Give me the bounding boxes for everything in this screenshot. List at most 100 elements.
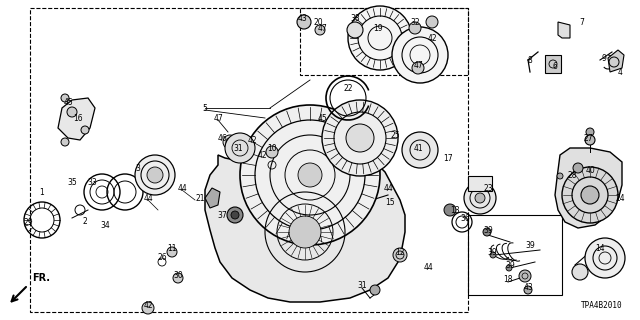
Text: 16: 16 xyxy=(73,114,83,123)
Circle shape xyxy=(573,163,583,173)
Polygon shape xyxy=(205,145,405,302)
Text: 2: 2 xyxy=(83,217,88,226)
Text: 40: 40 xyxy=(585,165,595,174)
Circle shape xyxy=(370,285,380,295)
Circle shape xyxy=(402,132,438,168)
Text: 28: 28 xyxy=(567,171,577,180)
Circle shape xyxy=(557,173,563,179)
Text: 33: 33 xyxy=(87,178,97,187)
Circle shape xyxy=(572,264,588,280)
Text: 26: 26 xyxy=(157,253,167,262)
Circle shape xyxy=(167,247,177,257)
Text: 45: 45 xyxy=(63,98,73,107)
Text: 14: 14 xyxy=(595,244,605,252)
Circle shape xyxy=(393,248,407,262)
Polygon shape xyxy=(555,148,622,228)
Text: 32: 32 xyxy=(410,18,420,27)
Text: 43: 43 xyxy=(297,13,307,22)
Text: 46: 46 xyxy=(217,133,227,142)
Text: 45: 45 xyxy=(317,114,327,123)
Text: 44: 44 xyxy=(177,183,187,193)
Text: 42: 42 xyxy=(427,34,437,43)
Text: 39: 39 xyxy=(525,241,535,250)
Text: 15: 15 xyxy=(385,197,395,206)
Circle shape xyxy=(227,207,243,223)
Circle shape xyxy=(142,302,154,314)
Text: 19: 19 xyxy=(373,23,383,33)
Text: 42: 42 xyxy=(247,135,257,145)
Polygon shape xyxy=(205,188,220,208)
Circle shape xyxy=(483,228,491,236)
Text: 22: 22 xyxy=(343,84,353,92)
Text: 21: 21 xyxy=(195,194,205,203)
Text: 5: 5 xyxy=(203,103,207,113)
Circle shape xyxy=(346,124,374,152)
Circle shape xyxy=(225,133,255,163)
Text: 31: 31 xyxy=(233,143,243,153)
Polygon shape xyxy=(608,50,624,72)
Circle shape xyxy=(240,105,380,245)
Circle shape xyxy=(61,138,69,146)
Text: 1: 1 xyxy=(40,188,44,196)
Text: 18: 18 xyxy=(503,276,513,284)
Text: 10: 10 xyxy=(267,143,277,153)
Circle shape xyxy=(412,62,424,74)
Text: 37: 37 xyxy=(217,211,227,220)
Text: 47: 47 xyxy=(213,114,223,123)
Text: 43: 43 xyxy=(523,284,533,292)
Circle shape xyxy=(135,155,175,195)
Circle shape xyxy=(298,163,322,187)
Circle shape xyxy=(506,265,512,271)
Text: 12: 12 xyxy=(396,247,404,257)
Circle shape xyxy=(581,186,599,204)
Text: 42: 42 xyxy=(257,150,267,159)
Circle shape xyxy=(586,128,594,136)
Text: 13: 13 xyxy=(450,205,460,214)
Text: 42: 42 xyxy=(143,300,153,309)
Text: 44: 44 xyxy=(383,183,393,193)
Text: 25: 25 xyxy=(390,131,400,140)
Text: 17: 17 xyxy=(443,154,453,163)
Circle shape xyxy=(348,6,412,70)
Text: 3: 3 xyxy=(136,164,140,172)
Text: 8: 8 xyxy=(527,55,532,65)
Circle shape xyxy=(519,270,531,282)
Text: 39: 39 xyxy=(483,226,493,235)
Bar xyxy=(30,8,468,312)
Text: 20: 20 xyxy=(313,18,323,27)
Text: 41: 41 xyxy=(413,143,423,153)
Text: 11: 11 xyxy=(167,244,177,252)
Bar xyxy=(545,55,561,73)
Circle shape xyxy=(524,286,532,294)
Circle shape xyxy=(315,25,325,35)
Text: 4: 4 xyxy=(618,68,623,76)
Text: 31: 31 xyxy=(357,281,367,290)
Text: 24: 24 xyxy=(615,194,625,203)
Text: 39: 39 xyxy=(505,260,515,269)
Text: 47: 47 xyxy=(317,23,327,33)
Text: 38: 38 xyxy=(350,13,360,22)
Polygon shape xyxy=(58,98,95,140)
Bar xyxy=(300,8,468,75)
Text: FR.: FR. xyxy=(32,273,50,283)
Text: 39: 39 xyxy=(487,247,497,257)
Text: 34: 34 xyxy=(100,220,110,229)
Text: 36: 36 xyxy=(460,213,470,222)
Circle shape xyxy=(67,107,77,117)
Circle shape xyxy=(426,16,438,28)
Circle shape xyxy=(562,167,618,223)
Circle shape xyxy=(61,94,69,102)
Bar xyxy=(468,176,492,191)
Circle shape xyxy=(490,252,496,258)
Polygon shape xyxy=(558,22,570,38)
Text: 6: 6 xyxy=(552,61,557,70)
Text: 44: 44 xyxy=(423,263,433,273)
Text: 9: 9 xyxy=(602,53,607,62)
Text: 27: 27 xyxy=(583,133,593,142)
Circle shape xyxy=(289,216,321,248)
Circle shape xyxy=(223,135,237,149)
Circle shape xyxy=(409,22,421,34)
Circle shape xyxy=(231,211,239,219)
Circle shape xyxy=(392,27,448,83)
Circle shape xyxy=(347,22,363,38)
